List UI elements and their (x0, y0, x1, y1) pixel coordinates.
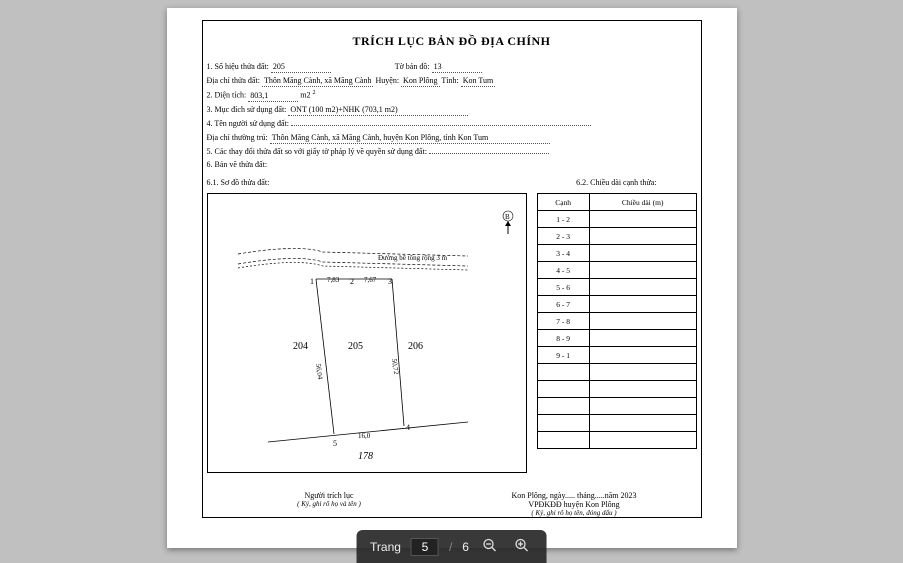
field-drawing: 6. Bản vẽ thửa đất: (207, 159, 697, 170)
table-row: 7 - 8 (537, 313, 696, 330)
area-unit: m2 (300, 91, 310, 100)
table-row: 3 - 4 (537, 245, 696, 262)
district: Kon Plông (401, 75, 439, 87)
zoom-out-button[interactable] (479, 536, 501, 557)
svg-text:5: 5 (333, 439, 337, 448)
edge-label: 6.2. Chiều dài cạnh thửa: (576, 178, 656, 187)
table-row: 2 - 3 (537, 228, 696, 245)
zoom-in-button[interactable] (511, 536, 533, 557)
field-address: Địa chỉ thửa đất: Thôn Măng Cành, xã Măn… (207, 75, 697, 87)
svg-text:7,67: 7,67 (364, 276, 377, 284)
table-row (537, 398, 696, 415)
pdf-toolbar: Trang / 6 (356, 530, 547, 563)
table-row: 8 - 9 (537, 330, 696, 347)
label: 6. Bản vẽ thửa đất: (207, 160, 268, 169)
map-sheet-value: 13 (432, 61, 482, 73)
svg-text:178: 178 (358, 451, 373, 462)
plot-sketch: Đường bê tông rộng 3 m 1 7,83 2 7,67 3 (207, 193, 527, 473)
svg-text:206: 206 (408, 341, 423, 352)
zoom-out-icon (483, 538, 497, 552)
col-edge: Cạnh (537, 194, 589, 211)
svg-text:2: 2 (350, 277, 354, 286)
plot-no-value: 205 (271, 61, 331, 73)
svg-text:7,83: 7,83 (327, 276, 340, 284)
label: 1. Số hiệu thửa đất: (207, 62, 269, 71)
edge-table-body: 1 - 22 - 33 - 44 - 55 - 66 - 77 - 88 - 9… (537, 211, 696, 449)
label: Địa chỉ thửa đất: (207, 76, 260, 85)
signature-footer: Người trích lục ( Ký, ghi rõ họ và tên )… (207, 491, 697, 517)
addr-village: Thôn Măng Cành, xã Măng Cành (262, 75, 374, 87)
svg-text:B: B (505, 213, 510, 221)
sketch-label: 6.1. Sơ đồ thửa đất: (207, 178, 270, 187)
owner-addr-value: Thôn Măng Cành, xã Măng Cành, huyện Kon … (270, 132, 550, 144)
table-row: 4 - 5 (537, 262, 696, 279)
purpose-value: ONT (100 m2)+NHK (703,1 m2) (288, 104, 468, 116)
svg-text:16,0: 16,0 (358, 432, 371, 440)
svg-text:204: 204 (293, 341, 308, 352)
label: 3. Mục đích sử dụng đất: (207, 105, 287, 114)
subheadings: 6.1. Sơ đồ thửa đất: 6.2. Chiều dài cạnh… (207, 172, 697, 187)
label: Tỉnh: (441, 76, 458, 85)
footer-right: Kon Plông, ngày..... tháng.....năm 2023 … (452, 491, 697, 517)
left-title: Người trích lục (207, 491, 452, 500)
field-area: 2. Diện tích: 803,1 m2 2 (207, 89, 697, 102)
owner-value (291, 125, 591, 126)
right-sig: ( Ký, ghi rõ họ tên, đóng dấu ) (452, 509, 697, 517)
label: 5. Các thay đổi thửa đất so với giấy tờ … (207, 147, 427, 156)
road-label: Đường bê tông rộng 3 m (378, 254, 448, 262)
field-changes: 5. Các thay đổi thửa đất so với giấy tờ … (207, 146, 697, 157)
document-page: TRÍCH LỤC BẢN ĐỒ ĐỊA CHÍNH 1. Số hiệu th… (167, 8, 737, 548)
table-row (537, 364, 696, 381)
field-owner: 4. Tên người sử dụng đất: (207, 118, 697, 129)
svg-text:50,72: 50,72 (390, 358, 400, 375)
svg-text:1: 1 (310, 277, 314, 286)
left-sig: ( Ký, ghi rõ họ và tên ) (207, 500, 452, 508)
svg-text:3: 3 (388, 277, 392, 286)
area-value: 803,1 (248, 90, 298, 102)
col-length: Chiều dài (m) (589, 194, 696, 211)
table-row: 1 - 2 (537, 211, 696, 228)
label: Tờ bản đồ: (395, 62, 430, 71)
page-label: Trang (370, 540, 401, 554)
page-sep: / (449, 540, 452, 554)
svg-text:4: 4 (406, 423, 410, 432)
table-row (537, 381, 696, 398)
field-plot-no: 1. Số hiệu thửa đất: 205 Tờ bản đồ: 13 (207, 61, 697, 73)
north-indicator: B (500, 210, 516, 236)
doc-title: TRÍCH LỤC BẢN ĐỒ ĐỊA CHÍNH (207, 34, 697, 49)
main-content: Đường bê tông rộng 3 m 1 7,83 2 7,67 3 (207, 193, 697, 473)
table-row: 9 - 1 (537, 347, 696, 364)
label: 2. Diện tích: (207, 91, 247, 100)
table-row: 6 - 7 (537, 296, 696, 313)
edge-table-container: Cạnh Chiều dài (m) 1 - 22 - 33 - 44 - 55… (537, 193, 697, 473)
zoom-in-icon (515, 538, 529, 552)
svg-text:205: 205 (348, 341, 363, 352)
province: Kon Tum (461, 75, 495, 87)
page-total: 6 (462, 540, 469, 554)
field-purpose: 3. Mục đích sử dụng đất: ONT (100 m2)+NH… (207, 104, 697, 116)
label: 4. Tên người sử dụng đất: (207, 119, 290, 128)
label: Huyện: (375, 76, 399, 85)
plot-svg: Đường bê tông rộng 3 m 1 7,83 2 7,67 3 (208, 194, 528, 474)
field-owner-addr: Địa chỉ thường trú: Thôn Măng Cành, xã M… (207, 132, 697, 144)
right-date: Kon Plông, ngày..... tháng.....năm 2023 (452, 491, 697, 500)
svg-text:56,04: 56,04 (314, 363, 324, 380)
table-row (537, 432, 696, 449)
right-title: VPĐKĐĐ huyện Kon Plông (452, 500, 697, 509)
pdf-viewer: TRÍCH LỤC BẢN ĐỒ ĐỊA CHÍNH 1. Số hiệu th… (0, 0, 903, 563)
page-input[interactable] (411, 538, 439, 556)
table-row (537, 415, 696, 432)
edge-table: Cạnh Chiều dài (m) 1 - 22 - 33 - 44 - 55… (537, 193, 697, 449)
table-row: 5 - 6 (537, 279, 696, 296)
footer-left: Người trích lục ( Ký, ghi rõ họ và tên ) (207, 491, 452, 517)
label: Địa chỉ thường trú: (207, 133, 268, 142)
